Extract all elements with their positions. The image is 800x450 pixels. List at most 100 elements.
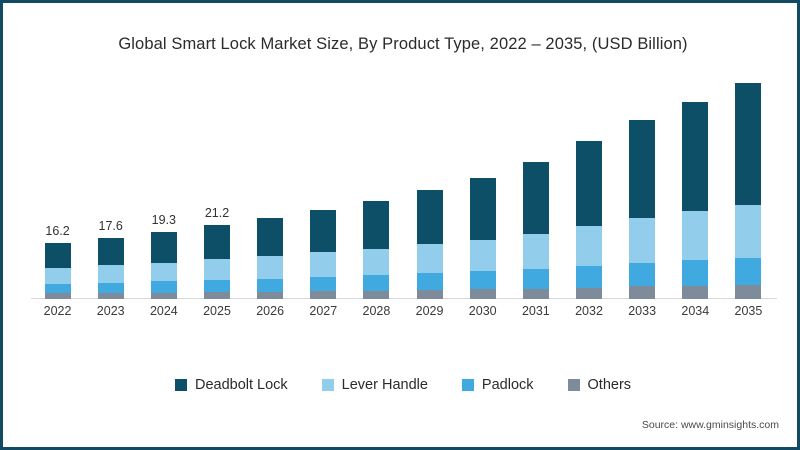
bar-2029[interactable] [416,190,443,299]
x-tick-2027: 2027 [309,304,338,318]
bar-segment-deadbolt-lock-2029[interactable] [416,190,443,245]
legend-item-padlock[interactable]: Padlock [461,377,534,393]
bar-segment-lever-handle-2025[interactable] [204,259,230,280]
bar-segment-others-2025[interactable] [204,292,230,299]
chart-legend: Deadbolt Lock Lever Handle Padlock Others [3,377,797,393]
legend-item-deadbolt-lock[interactable]: Deadbolt Lock [174,377,288,393]
bar-segment-lever-handle-2023[interactable] [97,265,124,283]
x-tick-2035: 2035 [734,304,763,318]
bar-segment-padlock-2034[interactable] [682,260,709,286]
bar-segment-others-2023[interactable] [97,293,124,299]
bar-segment-deadbolt-lock-2024[interactable] [150,231,177,263]
x-tick-2032: 2032 [575,304,603,318]
bar-segment-others-2030[interactable] [469,289,496,299]
bar-value-label-2022: 16.2 [45,223,70,238]
bar-2035[interactable] [735,83,762,299]
x-tick-2031: 2031 [521,304,550,318]
bar-segment-lever-handle-2031[interactable] [522,233,549,269]
bar-segment-padlock-2032[interactable] [576,265,602,288]
bar-segment-deadbolt-lock-2027[interactable] [310,210,337,253]
bar-2025[interactable]: 21.2 [204,206,230,299]
bar-segment-others-2028[interactable] [363,290,390,299]
x-tick-2024: 2024 [149,304,178,318]
bar-segment-deadbolt-lock-2033[interactable] [629,119,656,218]
x-tick-2025: 2025 [203,304,231,318]
legend-swatch-icon [461,379,474,391]
bar-2034[interactable] [682,101,709,299]
bar-2032[interactable] [576,141,602,299]
bar-segment-others-2035[interactable] [735,285,762,299]
bar-segment-lever-handle-2024[interactable] [150,262,177,282]
bar-2027[interactable] [310,210,337,299]
bar-segment-lever-handle-2026[interactable] [257,256,284,279]
bar-value-label-2024: 19.3 [151,212,177,227]
bar-segment-lever-handle-2030[interactable] [469,239,496,272]
bar-segment-padlock-2023[interactable] [97,282,124,294]
bar-segment-lever-handle-2028[interactable] [363,248,390,276]
bar-2026[interactable] [257,218,284,299]
bar-value-label-2023: 17.6 [98,218,123,233]
bar-segment-padlock-2022[interactable] [44,283,71,294]
bar-segment-others-2029[interactable] [416,289,443,299]
source-attribution: Source: www.gminsights.com [641,419,779,431]
legend-swatch-icon [567,379,580,391]
x-tick-2034: 2034 [681,304,710,318]
bar-segment-others-2027[interactable] [310,291,337,299]
legend-item-lever-handle[interactable]: Lever Handle [321,377,428,393]
bar-segment-others-2024[interactable] [150,292,177,299]
bar-value-label-2025: 21.2 [204,206,230,221]
bar-segment-lever-handle-2033[interactable] [629,218,656,263]
bar-2024[interactable]: 19.3 [150,213,177,299]
x-tick-2026: 2026 [256,304,285,318]
bar-2023[interactable]: 17.6 [97,219,124,299]
bar-2030[interactable] [469,177,496,299]
x-tick-2029: 2029 [415,304,444,318]
bar-segment-others-2033[interactable] [629,286,656,299]
bar-segment-lever-handle-2027[interactable] [310,252,337,277]
bar-segment-others-2031[interactable] [522,288,549,299]
plot-area: 16.2 17.6 19.3 21.2 [31,73,775,299]
bar-segment-padlock-2027[interactable] [310,276,337,292]
bar-2028[interactable] [363,200,390,299]
bar-2031[interactable] [522,162,549,299]
bar-segment-padlock-2031[interactable] [522,268,549,289]
bar-segment-deadbolt-lock-2028[interactable] [363,200,390,249]
bar-segment-lever-handle-2029[interactable] [416,244,443,274]
bar-2022[interactable]: 16.2 [44,224,71,299]
bar-2033[interactable] [629,119,656,299]
legend-item-others[interactable]: Others [567,377,632,393]
bar-segment-padlock-2035[interactable] [735,257,762,286]
x-tick-2028: 2028 [362,304,391,318]
bar-segment-deadbolt-lock-2023[interactable] [97,237,124,266]
x-tick-2023: 2023 [96,304,125,318]
bar-segment-others-2022[interactable] [44,293,71,299]
bar-segment-lever-handle-2022[interactable] [44,267,71,284]
bar-segment-deadbolt-lock-2031[interactable] [522,162,549,234]
bar-segment-lever-handle-2032[interactable] [576,225,602,266]
bar-segment-padlock-2030[interactable] [469,271,496,290]
bar-segment-others-2026[interactable] [257,291,284,299]
bar-segment-lever-handle-2035[interactable] [735,204,762,258]
legend-label: Padlock [481,377,534,393]
bar-segment-deadbolt-lock-2035[interactable] [735,83,762,205]
bar-segment-padlock-2026[interactable] [257,278,284,292]
bar-segment-padlock-2029[interactable] [416,273,443,290]
bar-segment-deadbolt-lock-2022[interactable] [44,242,71,268]
bar-segment-padlock-2028[interactable] [363,275,390,291]
bar-segment-deadbolt-lock-2026[interactable] [257,218,284,257]
bar-segment-deadbolt-lock-2030[interactable] [469,177,496,240]
bar-segment-lever-handle-2034[interactable] [682,211,709,261]
bar-segment-padlock-2033[interactable] [629,262,656,287]
bar-segment-deadbolt-lock-2025[interactable] [204,225,230,260]
legend-swatch-icon [321,379,334,391]
x-tick-2030: 2030 [468,304,497,318]
legend-label: Others [587,377,632,393]
bar-segment-padlock-2025[interactable] [204,279,230,293]
bar-segment-others-2032[interactable] [576,287,602,299]
bar-segment-deadbolt-lock-2032[interactable] [576,141,602,226]
x-tick-2022: 2022 [43,304,72,318]
bar-segment-padlock-2024[interactable] [150,281,177,293]
bar-segment-others-2034[interactable] [682,285,709,299]
bar-segment-deadbolt-lock-2034[interactable] [682,101,709,212]
